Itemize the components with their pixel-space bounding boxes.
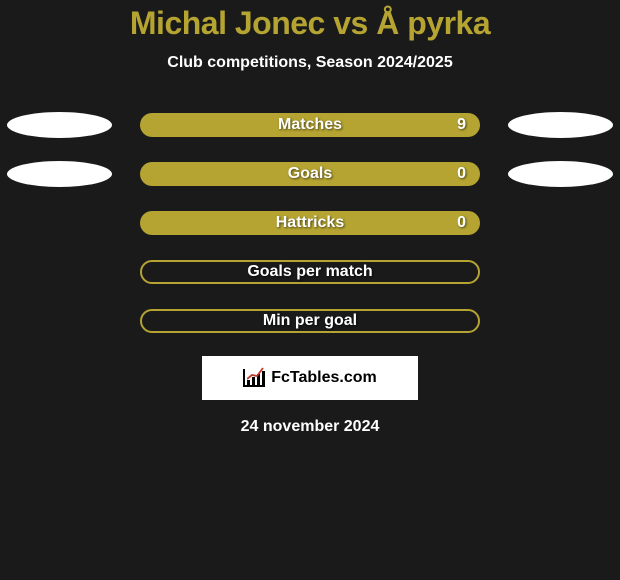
stat-label: Goals	[288, 165, 332, 183]
left-ellipse	[7, 112, 112, 138]
subtitle: Club competitions, Season 2024/2025	[0, 54, 620, 72]
stat-bar-matches: Matches 9	[140, 113, 480, 137]
stat-label: Goals per match	[247, 263, 372, 281]
infographic-container: Michal Jonec vs Å pyrka Club competition…	[0, 0, 620, 436]
ellipse-spacer	[7, 210, 112, 236]
stat-label: Min per goal	[263, 312, 357, 330]
stat-row: Min per goal	[0, 308, 620, 334]
logo-box: FcTables.com	[202, 356, 418, 400]
stat-bar-min-per-goal: Min per goal	[140, 309, 480, 333]
ellipse-spacer	[508, 259, 613, 285]
stat-value: 0	[457, 165, 466, 183]
logo-text: FcTables.com	[271, 369, 377, 387]
stat-bar-goals: Goals 0	[140, 162, 480, 186]
stat-row: Matches 9	[0, 112, 620, 138]
stat-row: Goals 0	[0, 161, 620, 187]
logo-chart-icon	[243, 369, 265, 387]
stats-rows: Matches 9 Goals 0 Hattricks 0 Goals	[0, 112, 620, 334]
stat-value: 9	[457, 116, 466, 134]
ellipse-spacer	[7, 259, 112, 285]
page-title: Michal Jonec vs Å pyrka	[0, 5, 620, 42]
stat-label: Hattricks	[276, 214, 344, 232]
logo-trend-line-icon	[247, 367, 265, 381]
right-ellipse	[508, 112, 613, 138]
left-ellipse	[7, 161, 112, 187]
stat-row: Hattricks 0	[0, 210, 620, 236]
stat-value: 0	[457, 214, 466, 232]
date-label: 24 november 2024	[0, 418, 620, 436]
ellipse-spacer	[508, 308, 613, 334]
ellipse-spacer	[7, 308, 112, 334]
ellipse-spacer	[508, 210, 613, 236]
stat-bar-hattricks: Hattricks 0	[140, 211, 480, 235]
stat-bar-goals-per-match: Goals per match	[140, 260, 480, 284]
right-ellipse	[508, 161, 613, 187]
stat-row: Goals per match	[0, 259, 620, 285]
stat-label: Matches	[278, 116, 342, 134]
